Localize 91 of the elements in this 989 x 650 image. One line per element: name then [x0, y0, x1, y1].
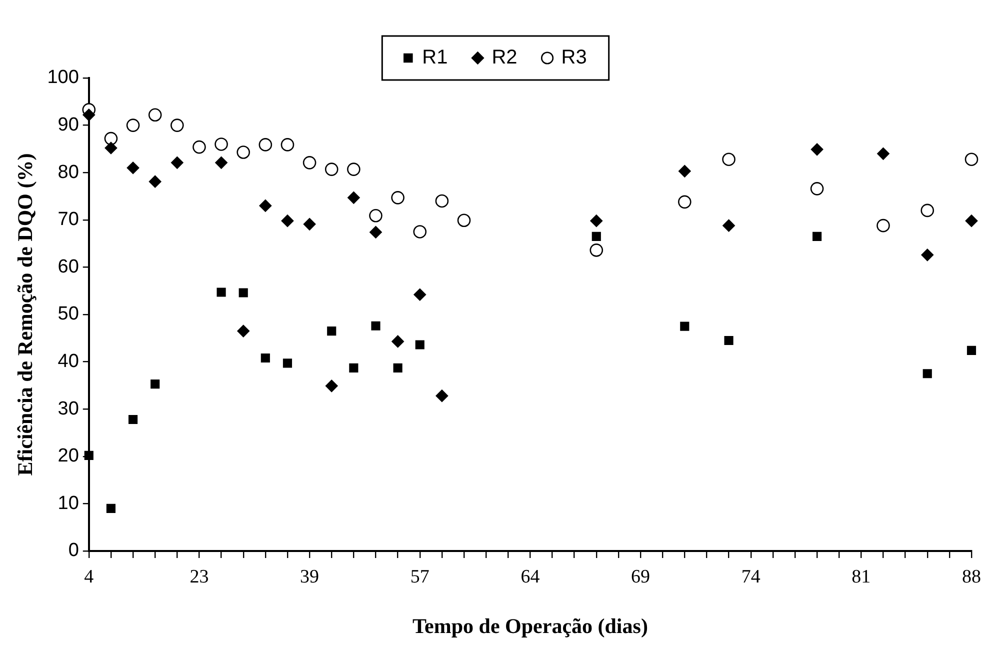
legend-label: R3: [561, 46, 587, 69]
point: [724, 336, 734, 346]
point: [369, 208, 382, 222]
point: [327, 326, 336, 336]
point: [678, 165, 691, 178]
point: [214, 138, 228, 151]
x-tick-label: 4: [84, 566, 94, 588]
point: [812, 232, 822, 241]
point: [104, 142, 118, 154]
point: [128, 414, 138, 424]
x-tick-label: 57: [410, 566, 430, 588]
point: [415, 340, 424, 350]
point: [393, 363, 402, 372]
point: [678, 195, 692, 209]
y-axis-title: Eficiência de Remoção de DQO (%): [13, 153, 38, 476]
y-tick-label: 90: [58, 114, 79, 136]
point: [150, 379, 160, 389]
y-tick-label: 20: [58, 446, 79, 467]
point: [303, 218, 316, 230]
point: [590, 244, 604, 257]
point: [280, 138, 294, 152]
point: [370, 226, 382, 238]
x-tick-label: 39: [300, 566, 320, 588]
point: [237, 324, 250, 338]
point: [281, 214, 294, 227]
point: [259, 200, 272, 212]
point: [258, 138, 272, 152]
point: [392, 335, 404, 348]
point: [922, 369, 932, 378]
point: [391, 191, 404, 204]
point: [457, 214, 471, 228]
point: [171, 156, 184, 169]
point: [435, 194, 449, 208]
y-tick-label: 30: [58, 398, 79, 420]
point: [921, 248, 934, 262]
legend-label: R2: [492, 46, 518, 69]
point: [236, 146, 250, 159]
point: [260, 353, 270, 363]
point: [282, 358, 292, 368]
point: [104, 132, 118, 146]
y-tick-label: 70: [58, 209, 79, 230]
point: [413, 225, 427, 238]
x-tick-label: 64: [520, 566, 540, 588]
point: [325, 380, 338, 392]
point: [920, 204, 934, 218]
point: [216, 288, 226, 297]
y-tick-label: 60: [58, 256, 79, 278]
point: [877, 148, 890, 160]
point: [371, 321, 380, 330]
point: [964, 152, 978, 166]
y-tick-label: 40: [58, 351, 79, 372]
point: [347, 162, 360, 176]
point: [84, 450, 94, 460]
point: [810, 143, 824, 156]
x-axis-title: Tempo de Operação (dias): [412, 614, 648, 638]
point: [215, 156, 228, 169]
point: [965, 214, 978, 227]
y-tick-label: 10: [58, 492, 79, 514]
x-tick-label: 81: [852, 566, 871, 588]
point: [810, 182, 824, 196]
point: [106, 504, 116, 513]
point: [592, 232, 601, 241]
x-tick-label: 88: [962, 566, 981, 588]
y-tick-label: 50: [58, 304, 79, 325]
point: [590, 214, 603, 227]
x-tick-label: 23: [190, 566, 209, 588]
point: [722, 152, 736, 166]
point: [414, 288, 426, 301]
point: [148, 108, 162, 122]
point: [966, 346, 976, 355]
point: [148, 175, 162, 188]
point: [126, 118, 140, 132]
point: [170, 118, 184, 132]
legend-label: R1: [422, 46, 448, 69]
x-tick-label: 74: [741, 566, 761, 588]
point: [82, 108, 96, 122]
point: [348, 192, 360, 204]
point: [126, 162, 140, 174]
x-tick-label: 69: [631, 566, 650, 588]
point: [722, 219, 735, 232]
y-tick-label: 100: [47, 67, 79, 88]
point: [876, 218, 890, 232]
point: [302, 156, 316, 170]
point: [192, 140, 206, 154]
y-tick-label: 0: [68, 540, 79, 562]
point: [436, 390, 448, 402]
point: [680, 322, 690, 331]
point: [324, 162, 338, 176]
point: [349, 363, 358, 372]
point: [238, 288, 248, 298]
y-tick-label: 80: [58, 162, 79, 183]
